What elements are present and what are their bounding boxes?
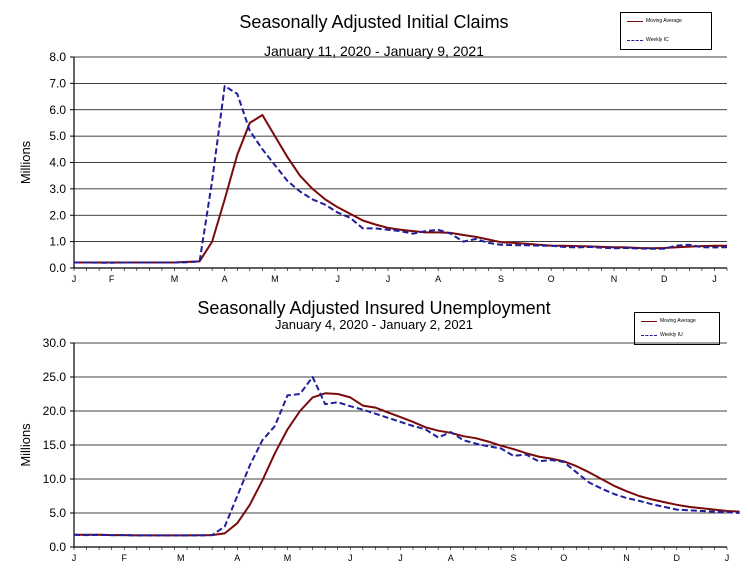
x-tick-label: N (611, 274, 618, 284)
chart-2-plot: 0.0 5.0 10.0 15.0 20.0 25.0 30.0 J F M A M J J A S O N D J M… (18, 336, 740, 563)
chart1-title: Seasonally Adjusted Initial Claims (239, 12, 509, 32)
x-tick-label: A (222, 274, 228, 284)
x-tick-label: J (712, 274, 717, 284)
chart-1-plot: 0.0 1.0 2.0 3.0 4.0 5.0 6.0 7.0 8.0 J F M A M J J A S O N D J… (18, 50, 728, 284)
y-tick-label: 20.0 (43, 404, 67, 418)
y-tick-label: 25.0 (43, 370, 67, 384)
y-tick-label: 5.0 (49, 506, 66, 520)
x-tick-label: M (284, 553, 292, 563)
y-tick-label: 8.0 (49, 50, 66, 64)
x-tick-label: D (674, 553, 681, 563)
x-tick-label: A (435, 274, 441, 284)
y-tick-label: 1.0 (49, 235, 66, 249)
chart2-subtitle: January 4, 2020 - January 2, 2021 (274, 317, 474, 332)
y-tick-label: 3.0 (49, 182, 66, 196)
y-tick-label: 7.0 (49, 76, 66, 90)
x-tick-label: M (177, 553, 185, 563)
x-tick-label: A (234, 553, 240, 563)
y-tick-label: 2.0 (49, 208, 66, 222)
series-line-moving-average (74, 392, 740, 537)
dashed-line-swatch-icon (627, 39, 643, 41)
chart2-legend: Moving Average Weekly IU (634, 312, 720, 345)
x-tick-label: J (72, 274, 77, 284)
solid-line-swatch-icon (641, 320, 657, 322)
series-line-weekly-ic (74, 85, 728, 264)
y-tick-label: 10.0 (43, 472, 67, 486)
legend-label: Moving Average (660, 318, 696, 324)
x-tick-label: J (386, 274, 391, 284)
dashed-line-swatch-icon (641, 334, 657, 336)
legend-label: Weekly IU (660, 332, 683, 338)
x-tick-label: S (511, 553, 517, 563)
y-axis-label: Millions (18, 140, 33, 184)
x-tick-label: F (121, 553, 127, 563)
series-line-weekly-iu (73, 376, 740, 537)
legend-label: Weekly IC (646, 37, 669, 43)
x-tick-label: M (171, 274, 179, 284)
x-tick-label: J (72, 553, 77, 563)
x-tick-label: D (661, 274, 668, 284)
legend-label: Moving Average (646, 18, 682, 24)
y-tick-label: 4.0 (49, 156, 66, 170)
legend-item-moving-average: Moving Average (641, 317, 696, 325)
x-tick-label: J (725, 553, 730, 563)
x-tick-label: J (348, 553, 353, 563)
y-tick-label: 30.0 (43, 336, 67, 350)
x-tick-label: M (271, 274, 279, 284)
chart1-legend: Moving Average Weekly IC (620, 12, 712, 50)
y-axis-label: Millions (18, 423, 33, 467)
solid-line-swatch-icon (627, 20, 643, 22)
y-tick-label: 5.0 (49, 129, 66, 143)
y-tick-label: 0.0 (49, 540, 66, 554)
legend-item-weekly-iu: Weekly IU (641, 331, 683, 339)
chart1-subtitle: January 11, 2020 - January 9, 2021 (263, 43, 484, 59)
y-tick-label: 0.0 (49, 261, 66, 275)
legend-item-moving-average: Moving Average (627, 17, 682, 25)
x-tick-label: N (623, 553, 630, 563)
x-tick-label: S (498, 274, 504, 284)
legend-item-weekly-ic: Weekly IC (627, 36, 669, 44)
x-tick-label: F (109, 274, 115, 284)
y-tick-label: 6.0 (49, 103, 66, 117)
x-tick-label: O (560, 553, 567, 563)
y-tick-label: 15.0 (43, 438, 67, 452)
x-tick-label: O (548, 274, 555, 284)
chart2-title: Seasonally Adjusted Insured Unemployment (197, 298, 551, 318)
x-tick-label: A (448, 553, 454, 563)
x-tick-label: J (398, 553, 403, 563)
x-tick-label: J (335, 274, 340, 284)
